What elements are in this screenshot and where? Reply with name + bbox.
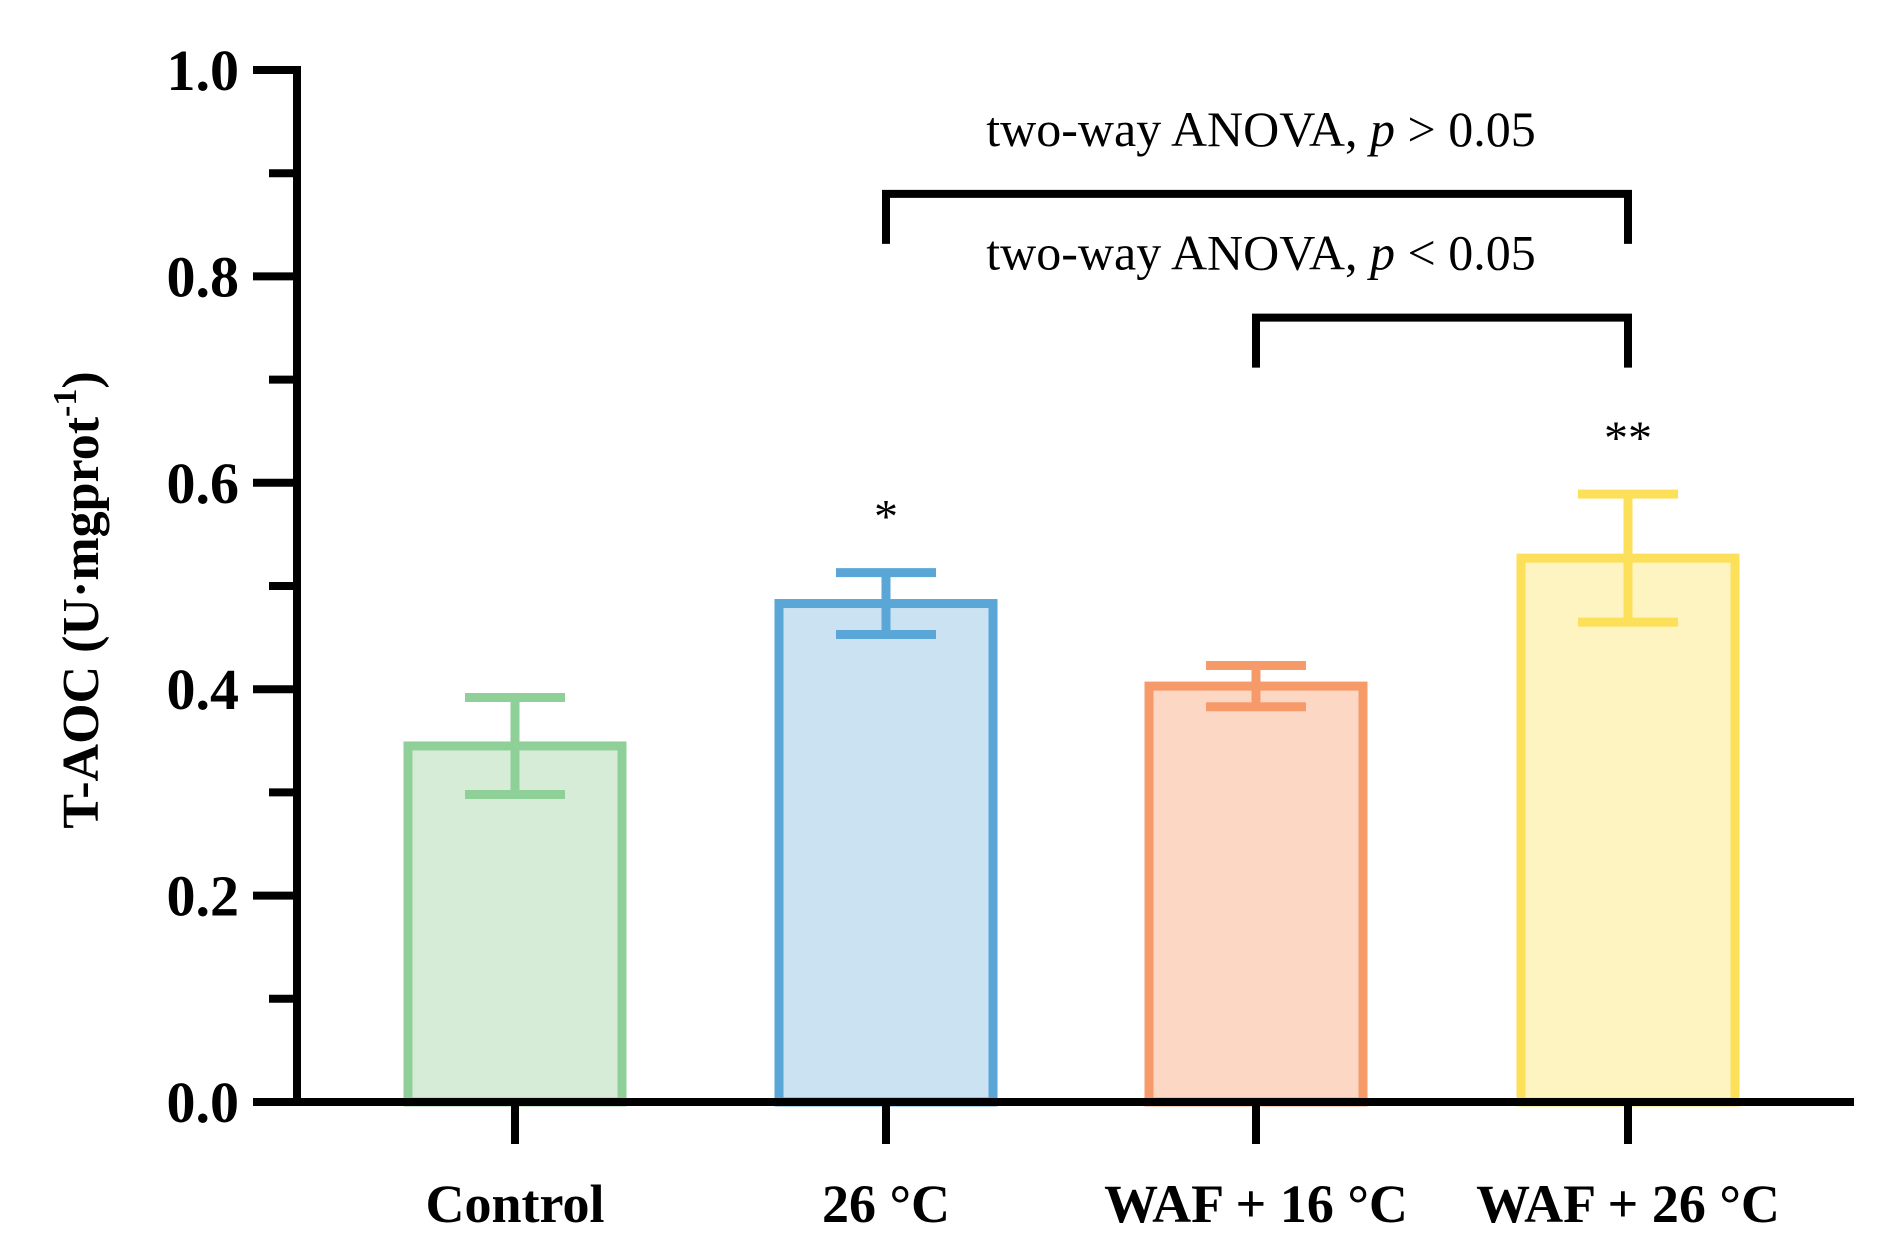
comparison-label-1: two-way ANOVA, p > 0.05 xyxy=(986,101,1536,157)
x-tick-label: 26 °C xyxy=(822,1174,950,1234)
bars-layer xyxy=(403,553,1740,1107)
y-tick-label: 1.0 xyxy=(167,38,240,103)
y-axis-title-main: T-AOC (U·mgprot xyxy=(53,416,110,828)
bar-1 xyxy=(403,741,627,1107)
comparison-label-2: two-way ANOVA, p < 0.05 xyxy=(986,225,1536,281)
x-tick-label: WAF + 16 °C xyxy=(1104,1174,1408,1234)
bar-3 xyxy=(1144,681,1368,1107)
x-tick-label: WAF + 26 °C xyxy=(1476,1174,1780,1234)
comparison-bracket-2 xyxy=(1252,313,1632,368)
comparison-bracket-1 xyxy=(882,189,1632,244)
y-axis-title: T-AOC (U·mgprot-1) xyxy=(47,371,110,828)
comparison-label-prefix: two-way ANOVA, xyxy=(986,101,1370,157)
x-tick-label: Control xyxy=(425,1174,604,1234)
significance-marker: * xyxy=(874,491,898,544)
y-tick-label: 0.2 xyxy=(167,864,240,929)
y-tick-label: 0.8 xyxy=(167,244,240,309)
comparison-label-suffix: > 0.05 xyxy=(1395,101,1536,157)
y-tick-label: 0.6 xyxy=(167,451,240,516)
comparison-label-suffix: < 0.05 xyxy=(1395,225,1536,281)
comparison-label-prefix: two-way ANOVA, xyxy=(986,225,1370,281)
significance-marker: ** xyxy=(1604,412,1652,465)
comparison-label-p: p xyxy=(1367,101,1395,157)
bar-4 xyxy=(1516,553,1740,1107)
y-tick-label: 0.0 xyxy=(167,1070,240,1135)
axes-layer xyxy=(253,66,1854,1144)
y-axis-title-superscript: -1 xyxy=(47,389,84,417)
labels-layer: 0.0 0.2 0.4 0.6 0.8 1.0 Control 26 °C WAF + 16 °… xyxy=(167,38,1780,1234)
y-axis-title-close: ) xyxy=(53,371,110,388)
comparison-label-p: p xyxy=(1367,225,1395,281)
bar-2 xyxy=(774,599,998,1107)
svg-text:T-AOC (U·mgprot-1): T-AOC (U·mgprot-1) xyxy=(47,371,110,828)
error-bars-layer xyxy=(465,489,1678,799)
y-tick-label: 0.4 xyxy=(167,657,240,722)
